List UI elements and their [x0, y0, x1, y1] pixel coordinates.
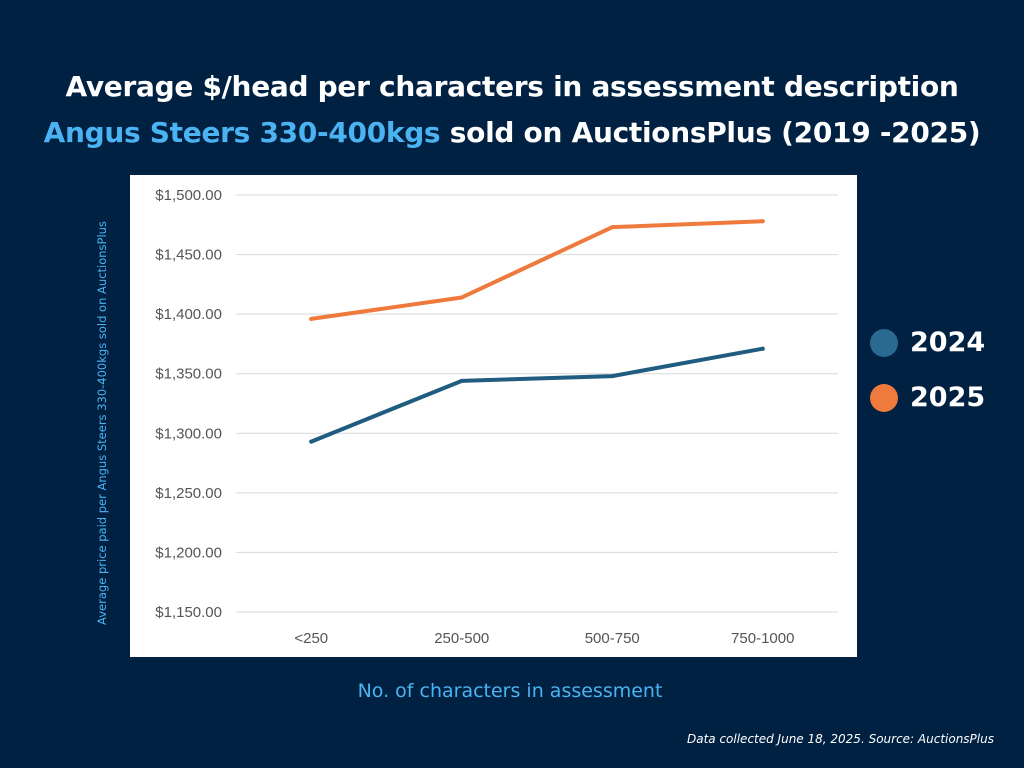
y-tick-label: $1,400.00 [155, 306, 222, 323]
y-tick-label: $1,250.00 [155, 485, 222, 502]
subtitle-highlight: Angus Steers 330-400kgs [43, 116, 441, 149]
y-tick-label: $1,300.00 [155, 425, 222, 442]
chart-title: Average $/head per characters in assessm… [65, 70, 959, 103]
legend-dot-2025 [870, 383, 898, 412]
data-point-2024 [309, 439, 314, 444]
y-tick-label: $1,450.00 [155, 247, 222, 264]
subtitle-rest: sold on AuctionsPlus (2019 -2025) [440, 116, 981, 149]
data-point-2025 [760, 219, 765, 224]
series-line-2025 [309, 219, 765, 321]
x-tick-label: 500-750 [585, 630, 640, 647]
y-axis-label: Average price paid per Angus Steers 330-… [95, 221, 109, 625]
y-tick-label: $1,500.00 [155, 187, 222, 204]
legend-dot-2024 [870, 328, 898, 357]
chart-subtitle: Angus Steers 330-400kgs sold on Auctions… [0, 116, 1024, 149]
legend-item-2024: 2024 [870, 327, 985, 358]
data-point-2024 [459, 378, 464, 383]
y-tick-label: $1,150.00 [155, 604, 222, 621]
x-tick-label: 250-500 [434, 630, 489, 647]
y-tick-label: $1,200.00 [155, 544, 222, 561]
data-point-2024 [760, 346, 765, 351]
chart-panel: $1,500.00 $1,450.00 $1,400.00 $1,350.00 $1,3… [130, 175, 857, 657]
series-line-2024 [309, 346, 765, 444]
data-point-2024 [610, 374, 615, 379]
legend-label-2024: 2024 [910, 327, 986, 358]
data-point-2025 [610, 225, 615, 230]
x-axis-label: No. of characters in assessment [357, 680, 663, 702]
data-point-2025 [459, 295, 464, 300]
x-tick-label: <250 [294, 630, 328, 647]
y-tick-label: $1,350.00 [155, 366, 222, 383]
data-point-2025 [309, 316, 314, 321]
legend-item-2025: 2025 [870, 382, 985, 413]
legend-label-2025: 2025 [910, 382, 986, 413]
x-tick-label: 750-1000 [731, 630, 794, 647]
footnote: Data collected June 18, 2025. Source: Au… [686, 732, 994, 746]
line-chart: $1,500.00 $1,450.00 $1,400.00 $1,350.00 $1,3… [155, 187, 838, 647]
